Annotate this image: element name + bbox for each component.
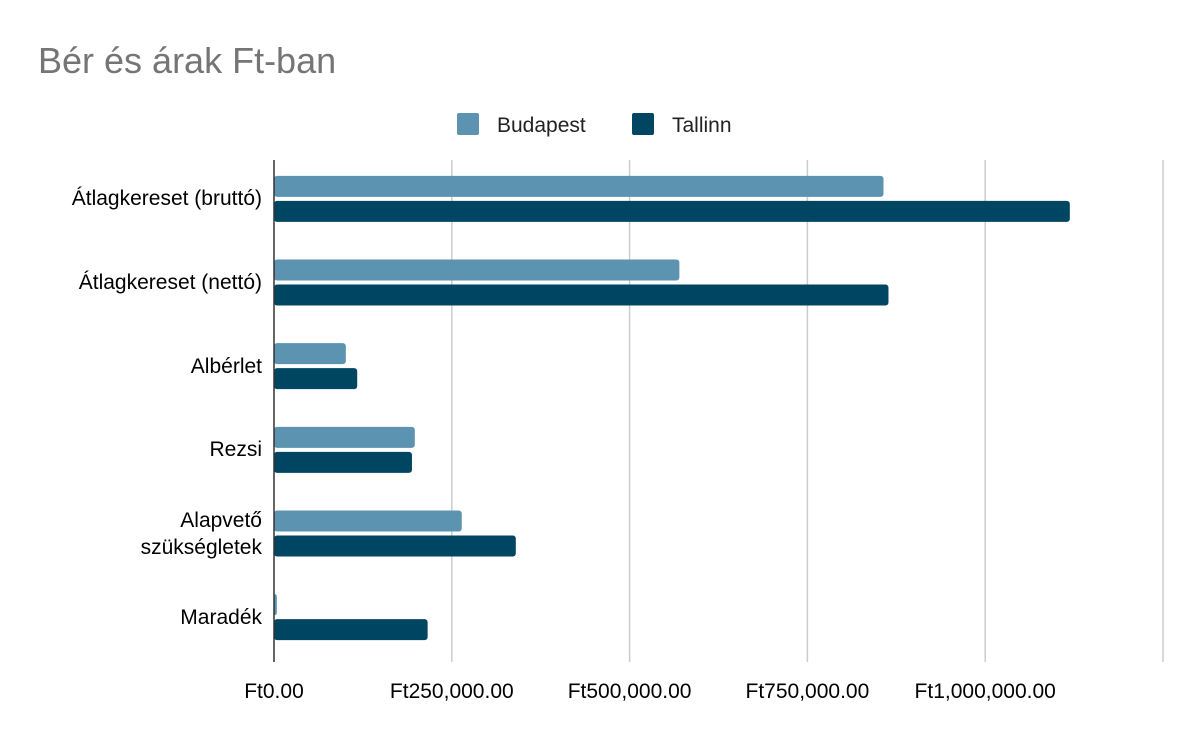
x-tick-label: Ft500,000.00: [568, 680, 692, 703]
x-tick-label: Ft0.00: [244, 680, 304, 703]
x-tick-label: Ft750,000.00: [746, 680, 870, 703]
bar-tallinn: [274, 535, 516, 557]
y-category-label: Maradék: [180, 605, 262, 629]
legend-label-budapest: Budapest: [497, 114, 586, 137]
y-category-label: Rezsi: [209, 438, 262, 462]
y-category-label: Albérlet: [190, 354, 262, 378]
x-tick-label: Ft250,000.00: [390, 680, 514, 703]
y-category-label: Átlagkereset (bruttó): [71, 187, 262, 211]
legend-swatch-tallinn: [632, 113, 654, 135]
y-category-label: Átlagkereset (nettó): [78, 271, 262, 294]
legend-swatch-budapest: [457, 113, 479, 135]
bar-tallinn: [274, 368, 358, 390]
y-category-label: Alapvető szükségletek: [140, 508, 262, 559]
legend-label-tallinn: Tallinn: [672, 114, 732, 137]
bar-tallinn: [274, 200, 1070, 222]
bar-tallinn: [274, 451, 412, 473]
bar-tallinn: [274, 619, 428, 641]
bar-tallinn: [274, 284, 889, 306]
bar-budapest: [274, 510, 462, 532]
bar-budapest: [274, 343, 346, 365]
chart-title: Bér és árak Ft-ban: [38, 40, 337, 81]
bar-budapest: [274, 426, 415, 448]
x-tick-label: Ft1,000,000.00: [915, 680, 1056, 703]
bar-budapest: [274, 175, 884, 197]
bar-budapest: [274, 259, 680, 281]
